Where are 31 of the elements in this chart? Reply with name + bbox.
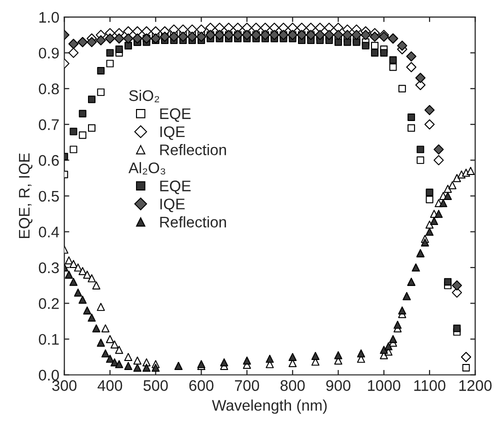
annotation: SiO₂ [129,90,160,102]
y-tick-label: 0.0 [38,370,59,381]
x-tick-label: 800 [280,380,305,391]
y-tick-label: 0.4 [38,226,60,238]
y-axis-title: EQE, R, IQE [18,153,32,238]
legend-label: EQE [160,180,191,194]
legend-label: Reflection [160,144,226,156]
legend-label: IQE [160,198,185,212]
y-tick-label: 0.8 [38,83,59,94]
y-tick-label: 0.5 [38,190,59,202]
x-tick-label: 1200 [459,380,492,391]
y-tick-label: 0.6 [38,155,59,166]
x-tick-label: 300 [52,380,76,391]
legend-label: EQE [160,108,191,122]
x-tick-label: 600 [189,380,214,391]
x-tick-label: 900 [326,380,350,391]
y-tick-label: 0.7 [38,119,59,130]
y-tick-label: 0.2 [38,298,59,309]
y-tick-label: 1.0 [39,12,59,23]
x-tick-label: 500 [144,380,168,391]
x-tick-label: 400 [98,380,122,391]
y-tick-label: 0.1 [38,334,59,345]
y-tick-label: 0.3 [38,262,59,274]
x-tick-label: 1100 [414,380,446,391]
annotation: Al₂O₃ [128,162,166,175]
x-tick-label: 1000 [368,380,400,391]
y-tick-label: 0.9 [38,48,59,59]
x-axis-title: Wavelength (nm) [212,400,327,414]
x-tick-label: 700 [234,380,260,391]
legend-label: Reflection [160,216,226,228]
legend-label: IQE [160,126,185,140]
